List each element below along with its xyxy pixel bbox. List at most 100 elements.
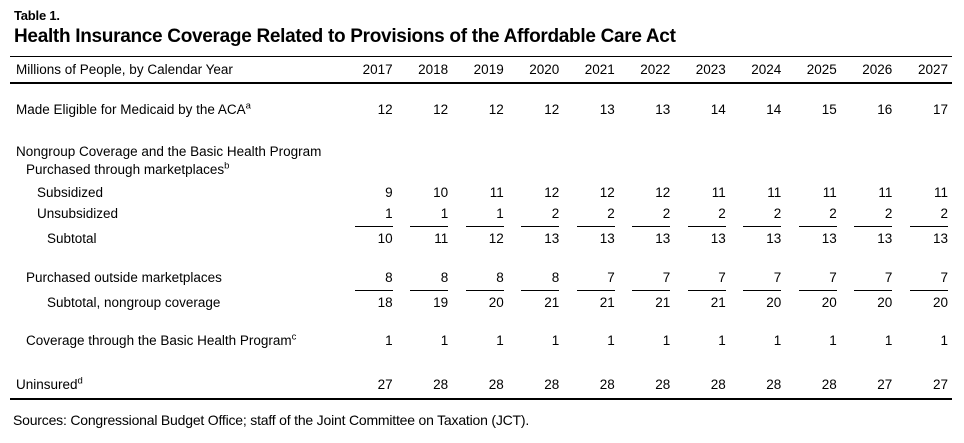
footnote-marker: d [77,375,83,386]
table-row-subtotal-nongroup: Subtotal, nongroup coverage 18 19 20 21 … [10,293,952,313]
cell: 1 [440,333,449,348]
cell: 1 [496,333,504,348]
table-row-medicaid: Made Eligible for Medicaid by the ACAa 1… [10,99,952,121]
cell: 1 [773,333,782,348]
row-label: Purchased outside marketplaces [26,269,222,285]
cell: 2 [674,203,730,229]
table-row-nongroup-section: Nongroup Coverage and the Basic Health P… [10,143,952,161]
cell-underlined: 2 [910,206,948,227]
cell: 11 [489,185,504,200]
cell: 13 [544,231,560,246]
cell: 20 [932,295,948,310]
cell: 20 [488,295,504,310]
cell-underlined: 8 [354,270,393,291]
spacer-row [10,313,952,331]
cell-underlined: 2 [798,206,837,227]
cell-underlined: 7 [687,270,726,291]
cell-underlined: 8 [465,270,504,291]
column-header-label: Millions of People, by Calendar Year [10,56,342,84]
cell: 20 [766,295,782,310]
table-header-row: Millions of People, by Calendar Year 201… [10,56,952,84]
cell: 1 [884,333,893,348]
table-number-label: Table 1. [14,8,60,23]
cell: 11 [767,185,782,200]
cell: 28 [785,370,841,400]
cell: 7 [563,267,619,293]
cell: 2 [619,203,675,229]
cell: 27 [840,370,897,400]
cell-underlined: 8 [521,270,560,291]
cell: 2 [785,203,841,229]
year-column-header: 2022 [618,56,675,84]
cell: 7 [841,267,897,293]
cell: 12 [544,185,560,200]
cell: 27 [341,370,397,400]
cell: 1 [551,333,560,348]
cell-underlined: 7 [743,270,782,291]
year-column-header: 2025 [785,56,841,84]
cell: 1 [341,203,397,229]
cell: 7 [785,267,841,293]
cell-underlined: 7 [798,270,837,291]
cell-underlined: 7 [632,270,671,291]
cell: 15 [821,102,837,117]
spacer-row [10,249,952,267]
cell: 11 [822,185,837,200]
cell: 21 [544,295,560,310]
year-column-header: 2018 [396,56,453,84]
cell-underlined: 2 [687,206,726,227]
year-column-header: 2026 [840,56,897,84]
year-column-header: 2027 [896,56,952,84]
cell: 2 [563,203,619,229]
cell-underlined: 1 [465,206,504,227]
cell-underlined: 2 [521,206,560,227]
cell: 10 [433,185,449,200]
cell: 13 [710,231,726,246]
footnote-marker: b [224,160,230,172]
cell: 12 [655,185,671,200]
cell: 11 [434,231,449,246]
cell: 12 [544,102,560,117]
spacer-row [10,121,952,143]
report-page: Table 1. Health Insurance Coverage Relat… [0,8,964,443]
table-row-purchased-outside: Purchased outside marketplaces 8 8 8 8 7… [10,267,952,293]
cell: 13 [599,231,615,246]
cell: 1 [940,333,948,348]
cell: 8 [341,267,397,293]
cell: 20 [877,295,893,310]
row-label: Purchased through marketplacesb [26,160,230,177]
section-label: Nongroup Coverage and the Basic Health P… [16,144,322,159]
cell: 12 [488,102,504,117]
cell: 13 [877,231,893,246]
cell: 11 [878,185,893,200]
year-column-header: 2017 [341,56,397,84]
cell: 1 [452,203,508,229]
footnote-marker: c [291,331,297,343]
row-label: Made Eligible for Medicaid by the ACAa [16,100,251,117]
cell: 1 [397,203,453,229]
cell: 21 [710,295,726,310]
table-row-subsidized: Subsidized 9 10 11 12 12 12 11 11 11 11 … [10,183,952,203]
table-row-basic-health-program: Coverage through the Basic Health Progra… [10,331,952,351]
cell: 2 [841,203,897,229]
cell: 12 [377,102,393,117]
cell: 9 [385,185,393,200]
cell-underlined: 7 [854,270,893,291]
row-label: Coverage through the Basic Health Progra… [26,331,297,348]
cell: 1 [607,333,615,348]
cell: 16 [877,102,893,117]
cell-underlined: 1 [410,206,449,227]
cell: 27 [896,370,952,400]
cell: 1 [385,333,393,348]
cell-underlined: 1 [354,206,393,227]
cell: 28 [507,370,564,400]
cell: 28 [452,370,508,400]
year-column-header: 2020 [507,56,564,84]
cell: 11 [933,185,948,200]
source-note: Sources: Congressional Budget Office; st… [13,411,530,428]
cell: 1 [829,333,837,348]
cell: 12 [433,102,449,117]
year-column-header: 2023 [674,56,730,84]
cell: 1 [718,333,726,348]
table-title: Health Insurance Coverage Related to Pro… [14,26,676,47]
